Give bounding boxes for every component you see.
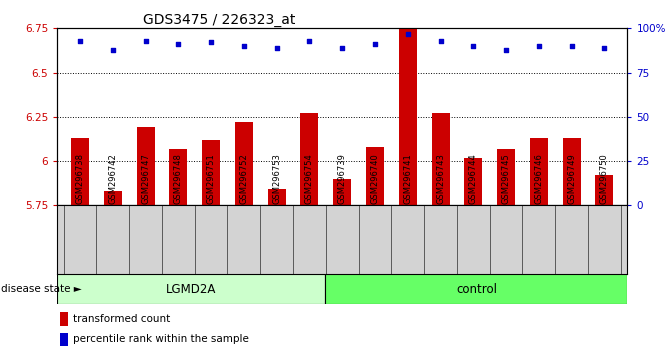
Bar [563,138,580,205]
Point [566,43,577,49]
Text: disease state ►: disease state ► [1,284,82,295]
Point [304,38,315,44]
Point [271,45,282,51]
Point [173,41,184,47]
Point [74,38,85,44]
Point [468,43,478,49]
Bar [333,179,351,205]
Point [599,45,610,51]
Bar [366,147,384,205]
Bar [497,149,515,205]
Bar [464,158,482,205]
Text: percentile rank within the sample: percentile rank within the sample [72,335,248,344]
Text: LGMD2A: LGMD2A [166,283,217,296]
Point [238,43,249,49]
Point [337,45,348,51]
Text: GDS3475 / 226323_at: GDS3475 / 226323_at [142,13,295,27]
Bar [235,122,253,205]
Point [501,47,511,52]
Bar [530,138,548,205]
Bar [431,113,450,205]
Point [435,38,446,44]
Bar [399,28,417,205]
Bar [60,333,68,346]
Bar [136,127,154,205]
Bar [325,274,627,304]
Point [533,43,544,49]
Point [107,47,118,52]
Bar [169,149,187,205]
Bar [57,274,325,304]
Point [403,31,413,36]
Point [370,41,380,47]
Text: transformed count: transformed count [72,314,170,324]
Text: control: control [456,283,497,296]
Point [140,38,151,44]
Bar [301,113,319,205]
Bar [71,138,89,205]
Point [206,40,217,45]
Bar [595,175,613,205]
Bar [268,189,286,205]
Bar [104,191,121,205]
Bar [60,312,68,326]
Bar [202,140,220,205]
